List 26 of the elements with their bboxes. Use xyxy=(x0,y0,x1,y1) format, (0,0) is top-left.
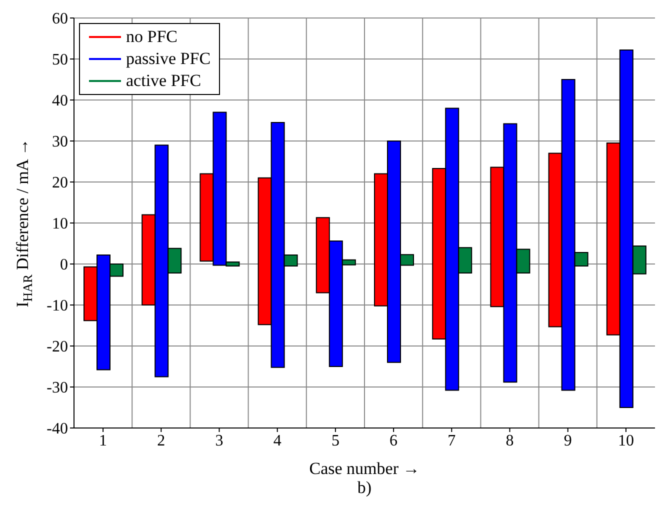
legend-label: no PFC xyxy=(126,26,178,48)
y-tick-label: 10 xyxy=(52,216,68,233)
x-tick-label: 6 xyxy=(390,432,398,450)
x-tick-label: 8 xyxy=(506,432,514,450)
legend-label: passive PFC xyxy=(126,48,211,70)
y-tick-label: 30 xyxy=(52,134,68,151)
y-tick-label: 40 xyxy=(52,92,68,110)
x-tick-label: 1 xyxy=(99,432,108,450)
y-tick-label: -40 xyxy=(46,420,68,438)
y-tick-label: -10 xyxy=(46,298,68,315)
y-tick-label: -20 xyxy=(46,338,68,356)
y-tick-label: 60 xyxy=(52,10,68,28)
y-tick-label: 50 xyxy=(52,52,68,69)
y-tick-label: -30 xyxy=(46,380,68,397)
x-tick-label: 4 xyxy=(273,432,282,450)
legend-label: active PFC xyxy=(126,70,202,92)
x-tick-label: 2 xyxy=(157,432,166,450)
x-axis-title: Case number → xyxy=(309,459,420,478)
x-tick-label: 9 xyxy=(564,432,572,450)
y-tick-label: 20 xyxy=(52,174,68,192)
x-tick-label: 5 xyxy=(331,432,340,450)
text: b) xyxy=(356,478,373,498)
y-tick-label: 0 xyxy=(60,256,68,274)
x-tick-label: 7 xyxy=(448,432,456,450)
x-tick-label: 3 xyxy=(215,432,224,450)
x-tick-label: 10 xyxy=(618,432,634,450)
